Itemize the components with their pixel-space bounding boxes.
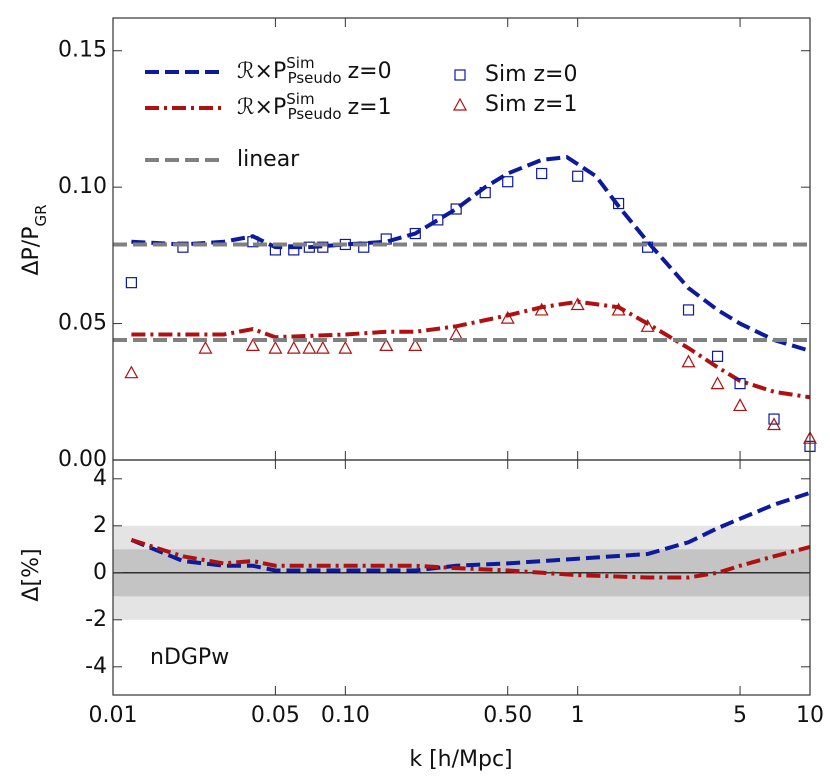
marker — [768, 413, 780, 425]
legend-sub: Pseudo — [288, 69, 342, 87]
legend-label: Sim z=0 — [485, 62, 577, 87]
y-tick-label: 2 — [93, 513, 107, 538]
legend-name: Sim z=0 — [485, 62, 577, 87]
marker — [500, 310, 515, 324]
y-tick-label: 0.15 — [58, 38, 107, 63]
marker — [315, 340, 330, 354]
legend-sup: Sim — [286, 54, 314, 72]
legend-name: linear — [237, 147, 300, 172]
marker — [640, 319, 655, 332]
marker — [611, 302, 626, 316]
legend-marker — [454, 69, 466, 81]
marker — [572, 170, 584, 182]
y-axis-label: Δ[%] — [19, 548, 44, 601]
legend-label: ℛ×PSim Pseudo z=0 — [237, 54, 392, 87]
marker — [125, 277, 137, 289]
y-label-main: ΔP/P — [19, 227, 44, 276]
legend-label: Sim z=1 — [485, 92, 577, 117]
legend-name: ℛ×P — [237, 95, 286, 120]
marker — [358, 241, 370, 253]
marker — [642, 241, 654, 253]
marker — [449, 327, 464, 341]
marker — [682, 304, 695, 316]
marker — [479, 187, 491, 199]
frame — [112, 459, 811, 696]
legend-sub: Pseudo — [288, 105, 342, 123]
marker — [177, 241, 189, 253]
y-tick-label: -4 — [85, 654, 107, 679]
legend-suffix: z=0 — [348, 59, 392, 84]
series-line — [130, 490, 811, 573]
y-tick-label: 0 — [93, 560, 107, 585]
marker — [317, 241, 329, 253]
legend-marker — [452, 97, 468, 111]
marker — [302, 340, 317, 354]
marker — [570, 297, 585, 311]
x-tick-label: 0.01 — [89, 703, 138, 728]
marker — [733, 398, 748, 412]
marker — [408, 338, 423, 352]
legend-label: linear — [237, 147, 300, 172]
marker — [681, 354, 696, 368]
marker — [612, 197, 625, 210]
x-tick-label: 1 — [571, 703, 585, 728]
annotation: nDGPw — [150, 645, 229, 670]
x-axis-label: k [h/Mpc] — [409, 747, 512, 772]
marker — [710, 376, 725, 390]
marker — [245, 338, 260, 352]
y-tick-label: -2 — [85, 607, 107, 632]
marker — [198, 340, 213, 354]
marker — [379, 338, 394, 352]
marker — [502, 176, 514, 188]
legend-name: Sim z=1 — [485, 92, 577, 117]
marker — [711, 350, 724, 362]
y-axis-label: ΔP/PGR — [19, 204, 50, 275]
legend-suffix: z=1 — [348, 95, 392, 120]
legend-name: ℛ×P — [237, 59, 286, 84]
marker — [409, 227, 421, 240]
marker — [268, 340, 283, 354]
x-tick-label: 10 — [796, 703, 824, 728]
x-tick-label: 5 — [733, 703, 747, 728]
x-tick-label: 0.50 — [483, 703, 532, 728]
y-label-sub: GR — [32, 204, 50, 226]
marker — [338, 340, 353, 354]
y-tick-label: 0.05 — [58, 311, 107, 336]
frame — [112, 17, 811, 461]
series-line — [131, 155, 811, 353]
y-tick-label: 4 — [93, 466, 107, 491]
marker — [247, 236, 259, 248]
marker — [124, 365, 139, 379]
marker — [303, 241, 315, 253]
series-line — [131, 299, 811, 400]
x-tick-label: 0.05 — [251, 703, 300, 728]
marker — [450, 203, 462, 215]
marker — [767, 417, 782, 431]
legend-label: ℛ×PSim Pseudo z=1 — [237, 90, 392, 123]
legend-sup: Sim — [286, 90, 314, 108]
marker — [432, 214, 444, 226]
y-tick-label: 0.00 — [58, 447, 107, 472]
marker — [534, 302, 549, 316]
x-tick-label: 0.10 — [321, 703, 370, 728]
series-line — [130, 537, 811, 580]
y-tick-label: 0.10 — [58, 174, 107, 199]
marker — [286, 340, 301, 354]
marker — [734, 378, 746, 390]
marker — [536, 167, 548, 180]
